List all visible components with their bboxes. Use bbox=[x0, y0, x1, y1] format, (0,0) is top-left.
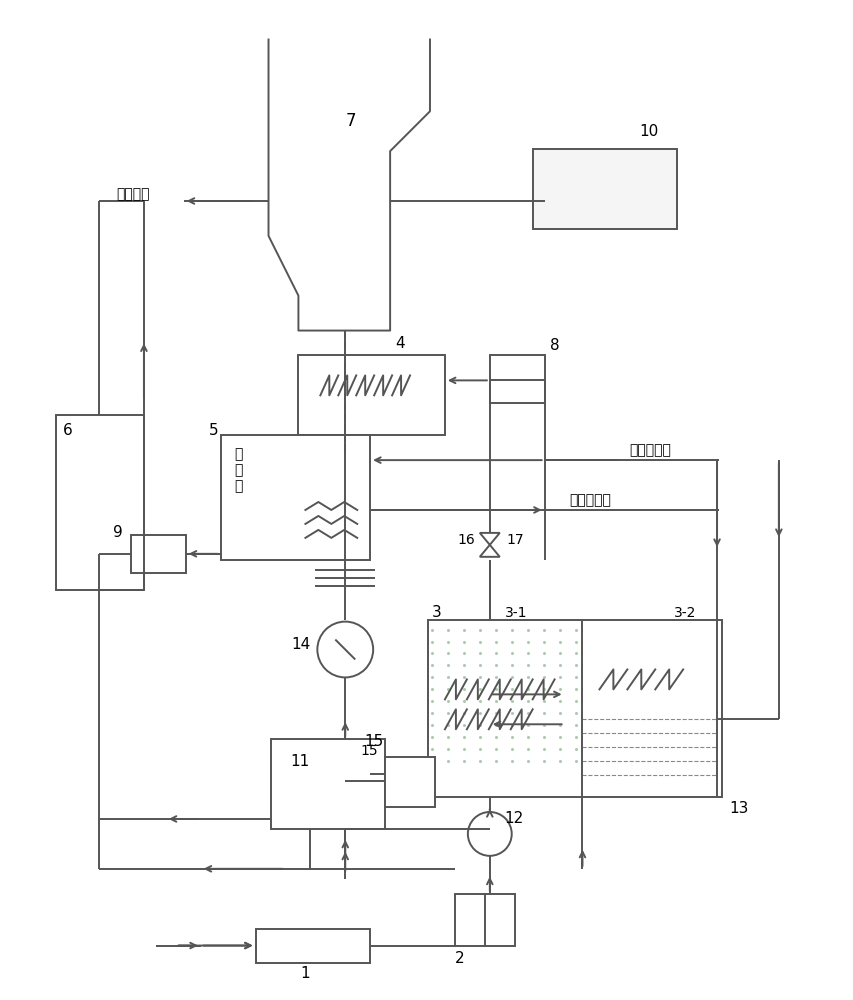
Bar bbox=[270, 739, 385, 829]
Bar bbox=[532, 149, 676, 229]
Text: 3-1: 3-1 bbox=[504, 606, 526, 620]
Bar bbox=[427, 620, 721, 797]
Polygon shape bbox=[479, 533, 499, 545]
Polygon shape bbox=[479, 545, 499, 557]
Text: 低温软化水: 低温软化水 bbox=[569, 493, 611, 507]
Bar bbox=[490, 355, 544, 403]
Text: 冷却循环水: 冷却循环水 bbox=[629, 443, 670, 457]
Text: 8: 8 bbox=[549, 338, 559, 353]
Bar bbox=[131, 535, 186, 573]
Text: 4: 4 bbox=[395, 336, 404, 351]
Text: 3: 3 bbox=[432, 605, 441, 620]
Text: 2: 2 bbox=[455, 951, 464, 966]
Text: 17: 17 bbox=[506, 533, 524, 547]
Text: 高压蒸汽: 高压蒸汽 bbox=[116, 187, 149, 201]
Text: 7: 7 bbox=[345, 112, 356, 130]
Text: 5: 5 bbox=[209, 423, 218, 438]
Bar bbox=[385, 757, 434, 807]
Text: 凝
汽
器: 凝 汽 器 bbox=[235, 447, 242, 493]
Bar bbox=[220, 435, 369, 560]
Bar bbox=[56, 415, 144, 590]
Text: 12: 12 bbox=[504, 811, 524, 826]
Text: 14: 14 bbox=[291, 637, 310, 652]
Bar bbox=[255, 929, 369, 963]
Text: 6: 6 bbox=[63, 423, 73, 438]
Text: 15: 15 bbox=[360, 744, 378, 758]
Bar bbox=[455, 894, 514, 946]
Text: 3-2: 3-2 bbox=[673, 606, 696, 620]
Text: 10: 10 bbox=[639, 124, 658, 139]
Text: 1: 1 bbox=[300, 966, 310, 981]
Text: 15: 15 bbox=[363, 734, 383, 749]
Text: 9: 9 bbox=[113, 525, 123, 540]
Bar bbox=[298, 355, 444, 435]
Text: 16: 16 bbox=[456, 533, 474, 547]
Text: 13: 13 bbox=[728, 801, 747, 816]
Text: 11: 11 bbox=[290, 754, 310, 769]
